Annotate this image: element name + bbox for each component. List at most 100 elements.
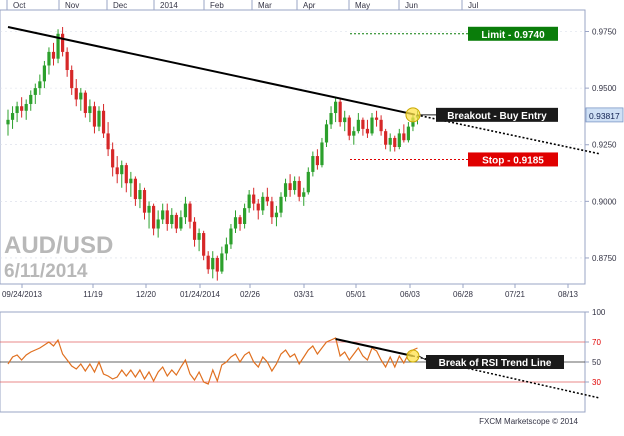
candle-body — [74, 88, 78, 100]
candle-body — [202, 233, 206, 256]
candle-body — [183, 203, 188, 218]
current-price-tag — [585, 107, 624, 123]
candle-body — [15, 106, 19, 114]
candle-body — [115, 167, 119, 175]
candle-body — [65, 51, 69, 71]
rsi-line — [7, 337, 418, 385]
candle-body — [393, 137, 397, 147]
limit-label-box — [468, 26, 558, 41]
stop-label-box — [468, 152, 558, 167]
candle-body — [361, 119, 365, 129]
rsi-axis-label: 100 — [592, 308, 606, 317]
candle-body — [142, 190, 147, 213]
top-axis-label: Mar — [258, 1, 272, 10]
rsi-trend-line — [335, 338, 414, 357]
candle-body — [270, 201, 274, 218]
price-axis-label: 0.8750 — [592, 254, 617, 263]
candle-body — [324, 124, 329, 143]
candle-body — [334, 101, 338, 114]
candle-body — [188, 203, 192, 222]
candle-body — [224, 244, 228, 254]
candle-body — [156, 219, 160, 229]
candle-body — [129, 178, 133, 184]
candle-body — [88, 106, 92, 114]
candle-body — [161, 210, 165, 220]
date-axis-label: 06/03 — [400, 290, 421, 299]
candle-body — [288, 183, 292, 191]
candle-body — [320, 142, 324, 166]
candle-body — [20, 106, 24, 111]
rsi-break-label: Break of RSI Trend Line — [439, 358, 552, 369]
candle-body — [101, 110, 106, 134]
candle-body — [206, 255, 210, 270]
candle-body — [106, 133, 110, 150]
breakout-marker — [405, 107, 421, 123]
date-axis-label: 06/28 — [453, 290, 474, 299]
top-axis-label: Apr — [303, 1, 316, 10]
candle-body — [120, 165, 124, 175]
date-axis-label: 03/31 — [294, 290, 315, 299]
top-axis-label: Oct — [13, 1, 26, 10]
price-axis-label: 0.9000 — [592, 197, 617, 206]
rsi-break-connector — [418, 355, 427, 361]
price-panel-frame — [0, 9, 586, 285]
date-axis-label: 05/01 — [346, 290, 367, 299]
rsi-break-marker — [406, 349, 420, 363]
top-axis-label: Feb — [210, 1, 224, 10]
date-axis-label: 08/13 — [558, 290, 579, 299]
rsi-break-label-box — [426, 355, 564, 369]
candle-body — [6, 119, 10, 125]
candle-body — [111, 149, 115, 168]
candle-body — [179, 217, 183, 229]
stop-label: Stop - 0.9185 — [482, 155, 544, 166]
top-axis-label: Jul — [468, 1, 478, 10]
candle-body — [306, 171, 310, 193]
candle-body — [388, 137, 392, 145]
candle-body — [79, 92, 83, 100]
date-axis-label: 02/26 — [240, 290, 261, 299]
chart-title: AUD/USD — [4, 232, 113, 259]
candle-body — [56, 33, 60, 59]
candle-body — [329, 113, 333, 125]
candle-body — [47, 51, 51, 66]
candle-body — [174, 214, 178, 229]
candle-body — [170, 214, 174, 224]
breakout-label: Breakout - Buy Entry — [447, 111, 547, 122]
candle-body — [24, 103, 28, 111]
candle-body — [297, 180, 301, 197]
candle-body — [233, 217, 238, 229]
top-axis-label: Dec — [113, 1, 127, 10]
candle-body — [397, 133, 401, 147]
candle-body — [252, 194, 256, 204]
candle-body — [374, 117, 379, 120]
footer-credit: FXCM Marketscope © 2014 — [479, 417, 578, 426]
price-axis-label: 0.9750 — [592, 28, 617, 37]
candle-body — [274, 212, 279, 218]
price-trend-line — [7, 26, 414, 116]
candle-body — [133, 178, 137, 200]
breakout-label-box — [436, 107, 558, 122]
candle-body — [61, 33, 65, 52]
candle-body — [343, 117, 347, 123]
rsi-axis-label: 30 — [592, 378, 601, 387]
candle-body — [92, 106, 97, 127]
candle-body — [38, 81, 42, 89]
candle-body — [406, 126, 410, 141]
candle-body — [347, 117, 351, 136]
candle-body — [370, 117, 374, 134]
candle-body — [10, 113, 15, 120]
candle-body — [220, 253, 224, 272]
candle-body — [211, 257, 215, 270]
date-axis-label: 07/21 — [505, 290, 526, 299]
price-axis-label: 0.9500 — [592, 84, 617, 93]
candle-body — [256, 203, 260, 211]
top-axis-label: May — [355, 1, 370, 10]
candle-body — [265, 196, 269, 202]
candle-body — [165, 210, 169, 224]
candle-body — [197, 233, 201, 240]
candle-body — [42, 65, 46, 82]
top-axis-label: 2014 — [160, 1, 178, 10]
rsi-axis-label: 50 — [592, 358, 601, 367]
